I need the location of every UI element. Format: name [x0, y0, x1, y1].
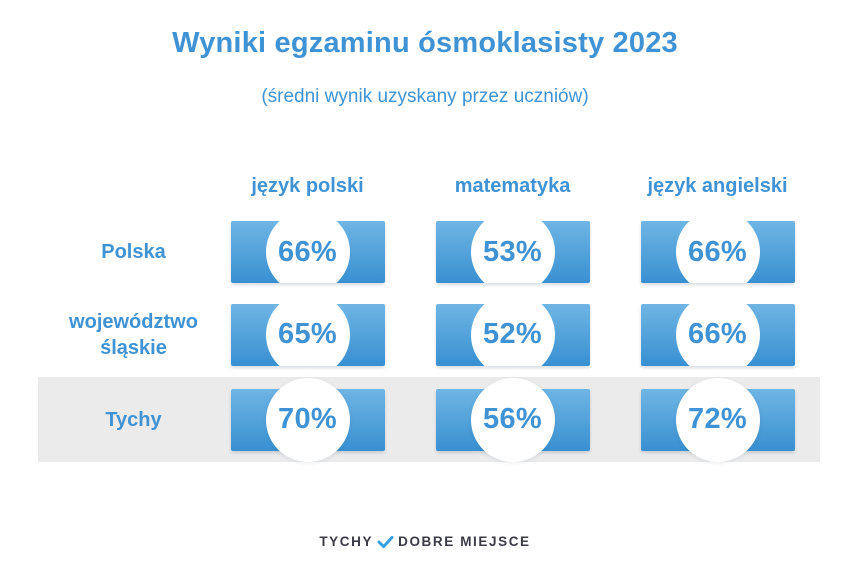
result-bar: 53% [435, 221, 590, 283]
result-circle [470, 221, 555, 283]
table-row-wojewodztwo-slaskie: województwo śląskie 65% 52% 66% [38, 292, 820, 377]
row-label: Tychy [105, 408, 162, 431]
result-value: 66% [688, 235, 747, 268]
result-bar: 65% [230, 303, 385, 366]
check-icon [377, 536, 394, 549]
result-value: 56% [483, 403, 542, 435]
result-circle [675, 303, 760, 366]
result-circle [265, 221, 350, 283]
result-circle [265, 377, 350, 462]
footer-logo: TYCHY DOBRE MIEJSCE [0, 534, 850, 549]
result-value: 72% [688, 403, 747, 435]
result-bar: 66% [230, 221, 385, 283]
result-value: 52% [483, 318, 542, 350]
results-grid: język polski matematyka język angielski … [38, 160, 820, 462]
table-row-polska: Polska 66% 53% 66% [38, 212, 820, 292]
page-subtitle: (średni wynik uzyskany przez uczniów) [261, 86, 589, 107]
result-value: 66% [278, 235, 337, 268]
column-header-jezyk-angielski: język angielski [647, 174, 788, 197]
result-bar: 66% [640, 221, 795, 283]
table-row-tychy: Tychy 70% 56% 72% [38, 377, 820, 462]
result-circle [470, 377, 555, 462]
column-header-jezyk-polski: język polski [251, 174, 364, 197]
result-value: 70% [278, 403, 337, 435]
brand-tychy-text: TYCHY [319, 534, 374, 549]
result-bar: 66% [640, 303, 795, 366]
result-bar: 56% [435, 377, 590, 462]
column-header-matematyka: matematyka [454, 174, 571, 197]
result-circle [265, 303, 350, 366]
result-bar: 52% [435, 303, 590, 366]
result-bar: 72% [640, 377, 795, 462]
result-bar: 70% [230, 377, 385, 462]
result-value: 65% [278, 318, 337, 350]
column-header-row: język polski matematyka język angielski [38, 160, 820, 212]
brand-dobre-miejsce-text: DOBRE MIEJSCE [398, 534, 531, 549]
result-circle [675, 377, 760, 462]
page-title: Wyniki egzaminu ósmoklasisty 2023 [172, 27, 678, 59]
result-circle [470, 303, 555, 366]
row-label: województwo śląskie [69, 310, 198, 359]
row-label: Polska [101, 241, 166, 263]
result-value: 66% [688, 318, 747, 350]
result-circle [675, 221, 760, 283]
result-value: 53% [483, 235, 542, 268]
